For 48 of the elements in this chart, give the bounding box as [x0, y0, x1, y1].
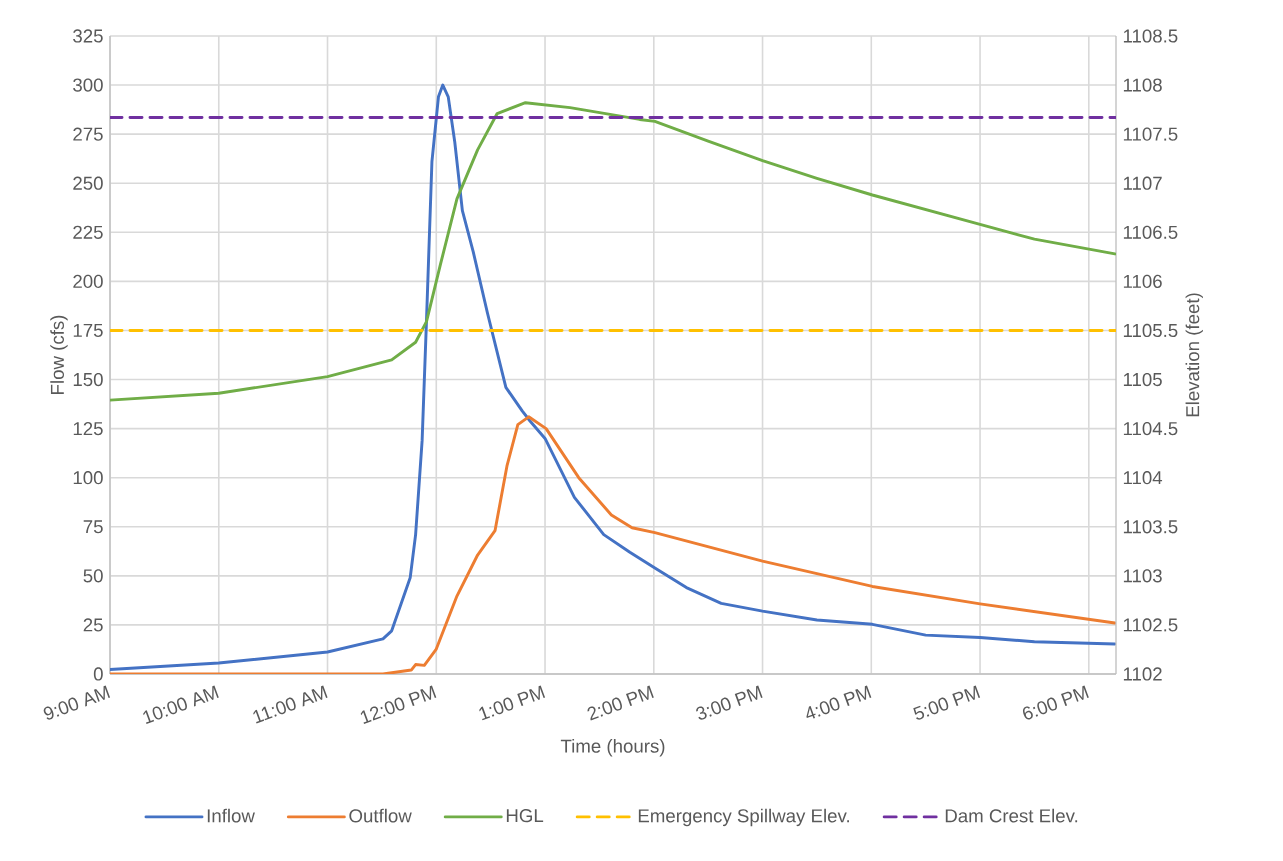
y2-tick-label: 1104 [1123, 471, 1163, 485]
x-tick-label: 1:00 PM [479, 685, 546, 721]
x-tick-label: 12:00 PM [360, 685, 437, 724]
y2-tick-label: 1106 [1123, 274, 1162, 288]
y2-tick-label: 1103.5 [1123, 520, 1178, 534]
x-tick-label: 10:00 AM [143, 685, 219, 724]
x-axis-title: Time (hours) [560, 739, 665, 757]
x-tick-label: 9:00 AM [43, 685, 111, 720]
legend-label: Inflow [207, 808, 255, 823]
y-axis-title: Flow (cfs) [50, 315, 68, 394]
y-tick-label: 125 [73, 421, 103, 436]
y-tick-label: 150 [73, 372, 103, 387]
x-tick-label: 2:00 PM [587, 685, 654, 721]
line-series [110, 83, 1116, 671]
y2-tick-label: 1102 [1123, 667, 1162, 681]
y-tick-label: 100 [73, 471, 103, 485]
y2-tick-label: 1107.5 [1123, 127, 1178, 141]
line-series [110, 101, 1116, 402]
y-tick-label: 300 [73, 78, 103, 92]
x-tick-label: 3:00 PM [696, 685, 763, 720]
y-tick-label: 25 [83, 618, 103, 632]
y-tick-label: 250 [73, 176, 103, 190]
y2-tick-label: 1105 [1123, 372, 1162, 387]
y2-tick-label: 1108 [1123, 78, 1162, 92]
y2-tick-label: 1105.5 [1123, 323, 1178, 338]
x-tick-label: 5:00 PM [913, 685, 981, 720]
legend-label: Outflow [349, 808, 412, 823]
y-tick-label: 50 [83, 569, 103, 583]
x-tick-label: 11:00 AM [253, 685, 328, 724]
y-tick-label: 225 [73, 225, 103, 239]
y2-tick-label: 1108.5 [1123, 29, 1178, 43]
y-tick-label: 175 [73, 323, 103, 337]
x-tick-label: 6:00 PM [1022, 685, 1089, 720]
y-tick-label: 275 [73, 127, 103, 141]
y2-axis-title: Elevation (feet) [1185, 293, 1203, 417]
y2-tick-label: 1104.5 [1123, 421, 1178, 436]
y-tick-label: 200 [73, 274, 103, 288]
legend-label: Dam Crest Elev. [945, 808, 1078, 823]
y2-tick-label: 1107 [1123, 176, 1162, 190]
y-tick-label: 75 [83, 520, 103, 534]
legend-label: HGL [506, 808, 544, 823]
x-tick-label: 4:00 PM [806, 685, 872, 719]
y2-tick-label: 1106.5 [1123, 225, 1178, 239]
legend-label: Emergency Spillway Elev. [638, 808, 849, 827]
y-tick-label: 325 [73, 29, 103, 43]
y2-tick-label: 1103 [1123, 569, 1162, 583]
y2-tick-label: 1102.5 [1123, 618, 1178, 632]
y-tick-label: 0 [93, 667, 103, 681]
